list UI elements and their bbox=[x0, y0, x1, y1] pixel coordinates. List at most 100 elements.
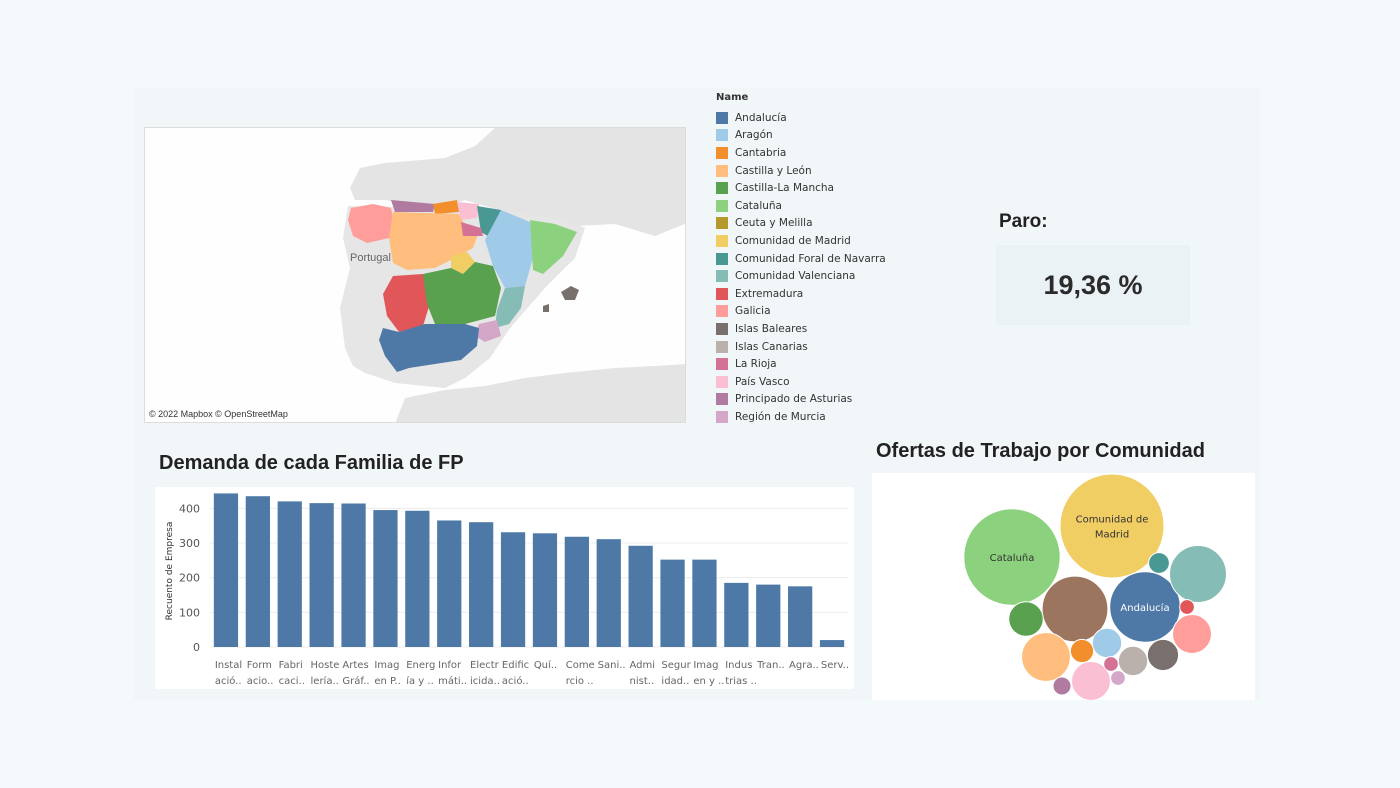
legend-item[interactable]: Castilla-La Mancha bbox=[716, 179, 916, 197]
bubble[interactable] bbox=[963, 508, 1061, 606]
x-tick-label: ía y .. bbox=[406, 675, 434, 687]
region-castilla-la-mancha bbox=[423, 262, 501, 324]
bar[interactable] bbox=[500, 532, 526, 647]
bubble[interactable] bbox=[1069, 638, 1095, 664]
legend-item[interactable]: Galicia bbox=[716, 303, 916, 321]
bubble[interactable] bbox=[1172, 614, 1212, 654]
bubble[interactable] bbox=[1179, 599, 1195, 615]
legend-item[interactable]: Principado de Asturias bbox=[716, 391, 916, 409]
x-tick-label: Form bbox=[247, 660, 272, 671]
region-baleares-small bbox=[543, 304, 549, 312]
bar[interactable] bbox=[373, 510, 398, 647]
bar[interactable] bbox=[469, 522, 494, 647]
x-tick-label: Tran.. bbox=[756, 660, 785, 671]
legend-label: Aragón bbox=[735, 129, 773, 142]
bar[interactable] bbox=[596, 539, 621, 647]
bar[interactable] bbox=[245, 496, 270, 647]
bubble[interactable] bbox=[1021, 632, 1071, 682]
bar[interactable] bbox=[532, 533, 558, 647]
spain-map[interactable]: Portugal © 2022 Mapbox © OpenStreetMap bbox=[144, 127, 686, 423]
region-galicia bbox=[348, 204, 395, 243]
bubble[interactable] bbox=[1103, 656, 1119, 672]
legend-item[interactable]: Comunidad Foral de Navarra bbox=[716, 250, 916, 268]
bar[interactable] bbox=[341, 503, 366, 647]
legend-swatch bbox=[716, 410, 728, 423]
legend-swatch bbox=[716, 340, 728, 353]
bubble[interactable] bbox=[1169, 545, 1227, 603]
region-baleares bbox=[561, 286, 579, 300]
x-tick-label: nist.. bbox=[630, 676, 655, 687]
bar[interactable] bbox=[277, 501, 302, 647]
x-tick-label: Energ bbox=[406, 660, 435, 671]
x-tick-label: Artes bbox=[342, 660, 368, 671]
bar[interactable] bbox=[692, 559, 717, 647]
bar[interactable] bbox=[437, 520, 462, 647]
legend-title: Name bbox=[716, 92, 749, 103]
legend-item[interactable]: Comunidad Valenciana bbox=[716, 267, 916, 285]
bubble[interactable] bbox=[1059, 473, 1165, 579]
bar[interactable] bbox=[788, 586, 813, 647]
bar[interactable] bbox=[405, 510, 430, 647]
bubble[interactable] bbox=[1091, 627, 1123, 659]
x-tick-label: acio.. bbox=[247, 676, 274, 687]
legend-item[interactable]: Cantabria bbox=[716, 144, 916, 162]
bar[interactable] bbox=[724, 582, 749, 647]
legend-swatch bbox=[716, 287, 728, 300]
legend-label: Islas Baleares bbox=[735, 322, 808, 335]
bar[interactable] bbox=[819, 640, 845, 647]
legend-item[interactable]: Región de Murcia bbox=[716, 408, 916, 426]
bubble-chart-panel: Comunidad de Madrid Cataluña Andalucía bbox=[872, 473, 1255, 701]
legend-swatch bbox=[716, 146, 728, 159]
y-tick-label: 100 bbox=[179, 606, 200, 619]
region-madrid bbox=[451, 252, 475, 274]
legend-item[interactable]: La Rioja bbox=[716, 355, 916, 373]
y-tick-label: 400 bbox=[179, 502, 200, 515]
y-tick-label: 200 bbox=[179, 572, 200, 585]
bar[interactable] bbox=[660, 559, 685, 647]
legend-item[interactable]: Cataluña bbox=[716, 197, 916, 215]
legend-swatch bbox=[716, 234, 728, 247]
bar[interactable] bbox=[564, 536, 589, 647]
region-aragon bbox=[485, 210, 533, 288]
bubble[interactable] bbox=[1146, 638, 1180, 672]
x-tick-label: Edific bbox=[502, 660, 529, 671]
bubble[interactable] bbox=[1110, 670, 1126, 686]
legend-item[interactable]: Islas Baleares bbox=[716, 320, 916, 338]
legend-item[interactable]: Aragón bbox=[716, 127, 916, 145]
legend-item[interactable]: Islas Canarias bbox=[716, 338, 916, 356]
x-tick-label: Admi bbox=[630, 660, 656, 671]
map-canvas bbox=[145, 128, 685, 422]
kpi-label: Paro: bbox=[999, 211, 1048, 232]
map-legend: Name Andalucía Aragón Cantabria Castilla y … bbox=[716, 92, 916, 426]
y-tick-label: 0 bbox=[193, 641, 200, 654]
region-cataluna bbox=[530, 220, 577, 274]
region-extremadura bbox=[383, 274, 431, 332]
legend-label: Comunidad Valenciana bbox=[735, 270, 856, 283]
bar[interactable] bbox=[628, 545, 653, 647]
legend-item[interactable]: Extremadura bbox=[716, 285, 916, 303]
legend-item[interactable]: Comunidad de Madrid bbox=[716, 232, 916, 250]
bubble[interactable] bbox=[1117, 645, 1149, 677]
bubble[interactable] bbox=[1148, 552, 1170, 574]
bar[interactable] bbox=[756, 584, 781, 647]
legend-label: Extremadura bbox=[735, 287, 804, 300]
legend-swatch bbox=[716, 199, 728, 212]
legend-swatch bbox=[716, 182, 728, 195]
map-credit[interactable]: © 2022 Mapbox © OpenStreetMap bbox=[149, 409, 288, 419]
legend-item[interactable]: País Vasco bbox=[716, 373, 916, 391]
x-tick-label: Imag bbox=[374, 660, 399, 671]
bar[interactable] bbox=[213, 493, 239, 647]
bubble[interactable] bbox=[1052, 676, 1072, 696]
bubble[interactable] bbox=[1008, 601, 1044, 637]
legend-item[interactable]: Castilla y León bbox=[716, 162, 916, 180]
legend-swatch bbox=[716, 217, 728, 230]
bar[interactable] bbox=[309, 503, 334, 647]
x-tick-label: Instal bbox=[215, 660, 242, 671]
legend-item[interactable]: Andalucía bbox=[716, 109, 916, 127]
x-tick-label: Electr bbox=[470, 660, 500, 671]
country-label: Portugal bbox=[350, 252, 391, 264]
region-asturias bbox=[391, 200, 435, 212]
legend-item[interactable]: Ceuta y Melilla bbox=[716, 215, 916, 233]
region-valencia bbox=[495, 286, 525, 328]
y-tick-label: 300 bbox=[179, 537, 200, 550]
